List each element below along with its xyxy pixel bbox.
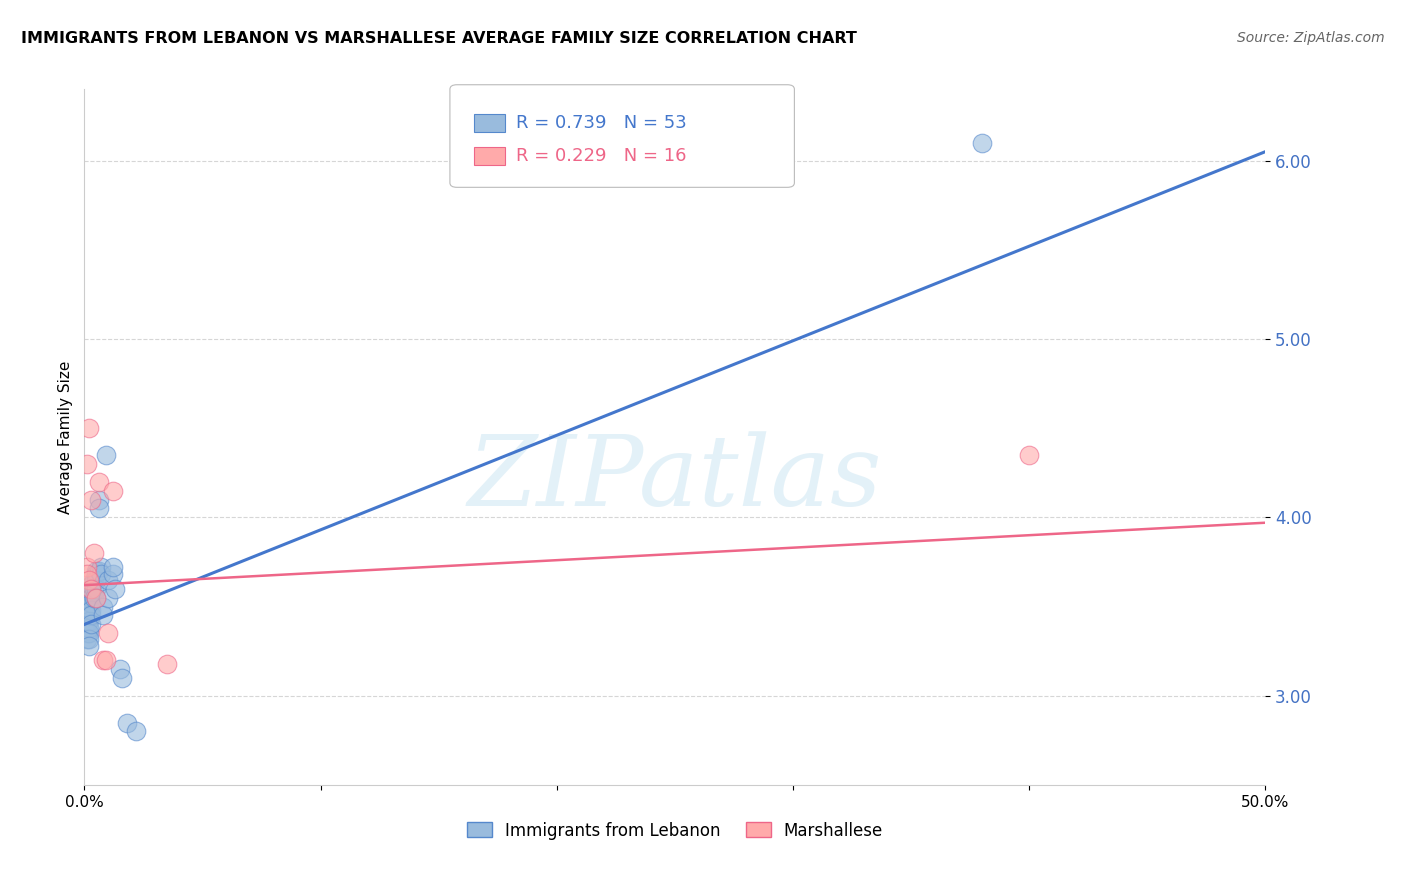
Point bbox=[76, 599, 98, 614]
Point bbox=[77, 603, 100, 617]
Point bbox=[80, 596, 103, 610]
Text: Source: ZipAtlas.com: Source: ZipAtlas.com bbox=[1237, 31, 1385, 45]
Point bbox=[83, 591, 105, 605]
Point bbox=[76, 621, 98, 635]
Point bbox=[101, 567, 124, 582]
Point bbox=[97, 626, 120, 640]
Point bbox=[84, 591, 107, 605]
Point bbox=[76, 626, 98, 640]
Point bbox=[76, 591, 98, 605]
Point bbox=[91, 653, 114, 667]
Point bbox=[90, 560, 112, 574]
Point bbox=[97, 591, 120, 605]
Point bbox=[156, 657, 179, 671]
Point bbox=[76, 603, 98, 617]
Point bbox=[80, 578, 103, 592]
Point bbox=[77, 608, 100, 623]
Text: R = 0.739   N = 53: R = 0.739 N = 53 bbox=[516, 114, 686, 132]
Point bbox=[77, 626, 100, 640]
Point bbox=[84, 567, 107, 582]
Point bbox=[115, 715, 138, 730]
Point bbox=[77, 585, 100, 599]
Point bbox=[76, 608, 98, 623]
Point bbox=[84, 573, 107, 587]
Point bbox=[101, 560, 124, 574]
Point bbox=[77, 632, 100, 646]
Text: IMMIGRANTS FROM LEBANON VS MARSHALLESE AVERAGE FAMILY SIZE CORRELATION CHART: IMMIGRANTS FROM LEBANON VS MARSHALLESE A… bbox=[21, 31, 858, 46]
Point bbox=[77, 614, 100, 628]
Point bbox=[76, 614, 98, 628]
Point bbox=[77, 621, 100, 635]
Point bbox=[80, 617, 103, 632]
Point bbox=[94, 448, 117, 462]
Point bbox=[77, 573, 100, 587]
Point bbox=[91, 608, 114, 623]
Point bbox=[80, 603, 103, 617]
Point bbox=[84, 591, 107, 605]
Point bbox=[87, 492, 110, 507]
Text: R = 0.229   N = 16: R = 0.229 N = 16 bbox=[516, 147, 686, 165]
Point bbox=[76, 617, 98, 632]
Point bbox=[84, 564, 107, 578]
Point bbox=[76, 632, 98, 646]
Point bbox=[83, 546, 105, 560]
Point bbox=[87, 501, 110, 516]
Point bbox=[94, 653, 117, 667]
Point bbox=[84, 582, 107, 596]
Point bbox=[970, 136, 993, 150]
Point bbox=[83, 582, 105, 596]
Point bbox=[77, 639, 100, 653]
Legend: Immigrants from Lebanon, Marshallese: Immigrants from Lebanon, Marshallese bbox=[460, 815, 890, 847]
Point bbox=[77, 421, 100, 435]
Point bbox=[76, 457, 98, 471]
Y-axis label: Average Family Size: Average Family Size bbox=[58, 360, 73, 514]
Point bbox=[76, 560, 98, 574]
Point bbox=[111, 671, 134, 685]
Point bbox=[77, 591, 100, 605]
Point bbox=[76, 596, 98, 610]
Point bbox=[104, 582, 127, 596]
Point bbox=[108, 662, 131, 676]
Point bbox=[87, 564, 110, 578]
Point bbox=[97, 573, 120, 587]
Point bbox=[77, 599, 100, 614]
Text: ZIPatlas: ZIPatlas bbox=[468, 431, 882, 526]
Point bbox=[80, 608, 103, 623]
Point bbox=[80, 492, 103, 507]
Point bbox=[125, 724, 148, 739]
Point bbox=[87, 475, 110, 489]
Point bbox=[101, 483, 124, 498]
Point bbox=[91, 599, 114, 614]
Point bbox=[80, 591, 103, 605]
Point bbox=[80, 582, 103, 596]
Point bbox=[90, 567, 112, 582]
Point bbox=[83, 573, 105, 587]
Point bbox=[76, 567, 98, 582]
Point bbox=[1018, 448, 1040, 462]
Point bbox=[80, 582, 103, 596]
